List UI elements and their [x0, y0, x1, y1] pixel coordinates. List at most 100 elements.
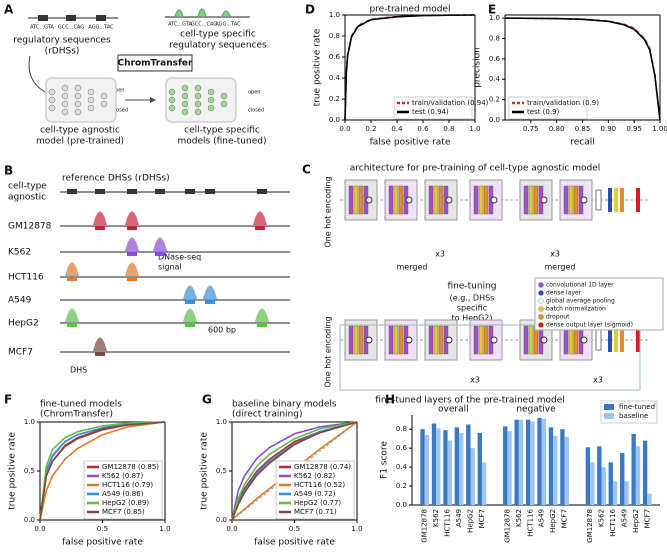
bar — [525, 419, 531, 505]
network-node — [207, 96, 215, 104]
legend-label: GM12878 (0.74) — [294, 463, 351, 471]
x-tick-label: K562 — [432, 509, 440, 527]
legend-label: baseline — [619, 412, 648, 420]
model-label: cell-type specific — [184, 126, 260, 136]
layer — [595, 329, 602, 351]
repeat-label: x3 — [435, 250, 445, 259]
bar — [590, 462, 595, 505]
y-tick-label: 0.2 — [329, 95, 340, 103]
x-tick-label: GM12878 — [503, 509, 511, 543]
layer — [636, 328, 640, 352]
sequence: ATC...GTA — [30, 25, 54, 31]
panel-label: F — [4, 393, 12, 407]
layer — [614, 188, 618, 212]
dhs-box — [95, 352, 105, 356]
chart-title: pre-trained model — [369, 5, 450, 15]
network-node — [207, 104, 215, 112]
bar — [624, 481, 629, 505]
signal-peak — [183, 308, 197, 322]
input-label: One hot encoding — [324, 316, 333, 387]
model-label: cell-type agnostic — [40, 126, 120, 136]
chart-title: baseline binary models — [232, 400, 337, 410]
network-node — [74, 84, 82, 92]
network-node — [61, 108, 69, 116]
x-tick-label: GM12878 — [421, 509, 429, 543]
x-tick-label: 1.0 — [469, 125, 480, 133]
x-axis-label: false positive rate — [370, 138, 451, 148]
network-node — [61, 84, 69, 92]
x-axis-label: false positive rate — [62, 538, 143, 548]
panel-label: G — [202, 393, 212, 407]
x-axis-label: recall — [570, 138, 595, 148]
bar — [620, 452, 625, 505]
network-node — [220, 92, 228, 100]
y-tick-label: 0.4 — [329, 74, 341, 82]
network-node — [168, 88, 176, 96]
merge — [365, 196, 373, 204]
bar — [431, 423, 437, 505]
bar — [481, 462, 487, 505]
signal-peak — [93, 211, 107, 225]
y-tick-label: 1.0 — [216, 418, 227, 426]
merge — [490, 336, 498, 344]
group-label: overall — [438, 405, 469, 415]
signal-peak — [125, 237, 139, 251]
layer — [433, 325, 439, 355]
rdhs-box — [257, 189, 267, 194]
panel-a: ATC...GTA GCC...CAG AGG...TAC regulatory… — [13, 8, 267, 147]
network-node — [194, 100, 202, 108]
bar — [459, 433, 464, 505]
signal-peak — [203, 285, 217, 299]
x-tick-label: MCF7 — [643, 509, 651, 528]
layer — [433, 185, 439, 215]
rdhs-box — [155, 189, 165, 194]
legend-swatch — [538, 314, 544, 320]
bar — [541, 418, 547, 505]
fine-tuning-label: (e.g., DHSs — [450, 294, 495, 303]
layer — [478, 185, 484, 215]
merge — [445, 196, 453, 204]
bar — [530, 421, 535, 505]
y-tick-label: 0.6 — [396, 444, 408, 452]
y-tick-label: 0.8 — [329, 32, 340, 40]
bar — [507, 431, 512, 505]
cell-line: K562 — [8, 248, 31, 258]
agnostic-label: cell-type — [8, 182, 47, 192]
signal-peak — [253, 211, 267, 225]
bar — [443, 430, 448, 505]
bar — [514, 419, 519, 505]
curve — [231, 421, 358, 521]
bar — [477, 433, 482, 505]
cell-line: HCT116 — [8, 273, 44, 283]
x-tick-label: 0.85 — [575, 125, 591, 133]
x-tick-label: 0.0 — [226, 525, 237, 533]
layer — [353, 325, 359, 355]
network-node — [220, 100, 228, 108]
model-label: models (fine-tuned) — [178, 137, 267, 147]
layer — [523, 185, 529, 215]
x-tick-label: HCT116 — [609, 508, 617, 536]
dhs-box — [257, 323, 267, 327]
target-label: cell-type specific — [180, 30, 256, 40]
x-tick-label: 0.0 — [34, 525, 45, 533]
dhs-box — [66, 15, 76, 21]
merge — [445, 336, 453, 344]
curve — [39, 421, 166, 521]
signal-peak — [93, 337, 107, 351]
layer — [608, 328, 612, 352]
merge — [490, 196, 498, 204]
x-axis-label: false positive rate — [254, 538, 335, 548]
bar — [454, 427, 460, 505]
layer — [388, 325, 394, 355]
curve — [231, 421, 358, 521]
bar — [466, 424, 471, 505]
state-label: closed — [248, 108, 264, 114]
signal-peak — [65, 262, 79, 276]
bar — [608, 462, 613, 505]
legend-label: K562 (0.87) — [102, 472, 143, 480]
legend-swatch — [538, 298, 544, 304]
bar — [585, 447, 591, 505]
panel-label: D — [305, 3, 315, 17]
layer — [523, 325, 529, 355]
